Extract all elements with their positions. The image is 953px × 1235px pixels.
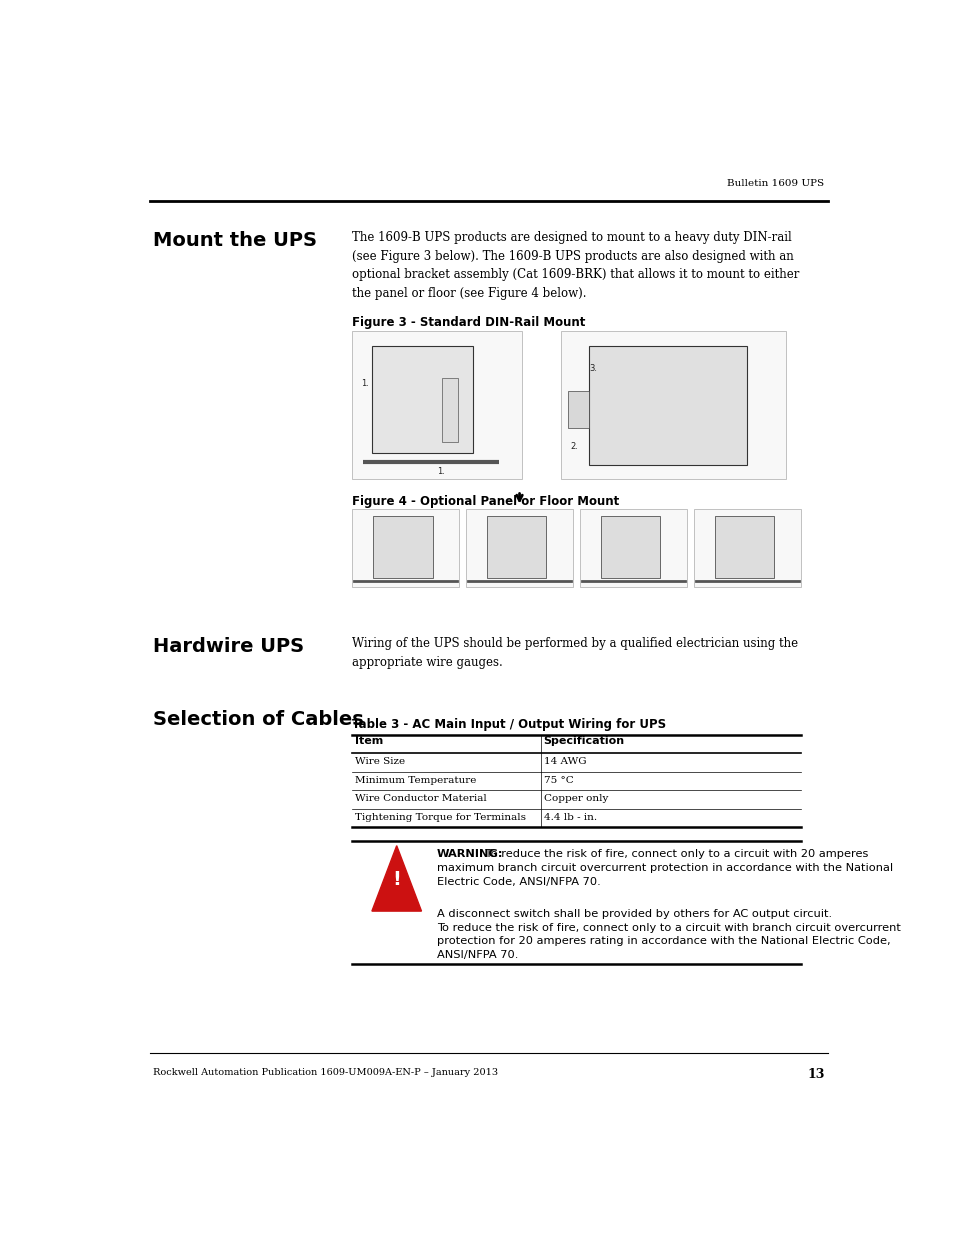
FancyBboxPatch shape	[579, 509, 686, 587]
FancyBboxPatch shape	[560, 331, 785, 479]
Text: To reduce the risk of fire, connect only to a circuit with 20 amperes: To reduce the risk of fire, connect only…	[481, 848, 867, 858]
Polygon shape	[372, 846, 421, 911]
Text: Wire Conductor Material: Wire Conductor Material	[355, 794, 486, 803]
Text: A disconnect switch shall be provided by others for AC output circuit.
To reduce: A disconnect switch shall be provided by…	[436, 909, 900, 960]
Text: 3.: 3.	[589, 364, 597, 373]
Text: maximum branch circuit overcurrent protection in accordance with the National: maximum branch circuit overcurrent prote…	[436, 863, 892, 873]
Text: Figure 3 - Standard DIN-Rail Mount: Figure 3 - Standard DIN-Rail Mount	[352, 316, 584, 329]
Text: 13: 13	[806, 1068, 823, 1082]
FancyBboxPatch shape	[442, 378, 457, 442]
Text: Minimum Temperature: Minimum Temperature	[355, 776, 476, 784]
Text: Item: Item	[355, 736, 383, 746]
FancyBboxPatch shape	[352, 509, 459, 587]
Text: Wiring of the UPS should be performed by a qualified electrician using the
appro: Wiring of the UPS should be performed by…	[352, 637, 797, 668]
Text: Rockwell Automation Publication 1609-UM009A-EN-P – January 2013: Rockwell Automation Publication 1609-UM0…	[153, 1068, 498, 1077]
FancyBboxPatch shape	[465, 509, 573, 587]
FancyBboxPatch shape	[487, 516, 546, 578]
FancyBboxPatch shape	[693, 509, 801, 587]
Text: !: !	[392, 871, 400, 889]
Text: Copper only: Copper only	[543, 794, 607, 803]
FancyBboxPatch shape	[352, 331, 521, 479]
Text: Selection of Cables: Selection of Cables	[153, 710, 364, 730]
Text: The 1609-B UPS products are designed to mount to a heavy duty DIN-rail
(see Figu: The 1609-B UPS products are designed to …	[352, 231, 799, 300]
FancyBboxPatch shape	[600, 516, 659, 578]
Text: Mount the UPS: Mount the UPS	[153, 231, 317, 251]
FancyBboxPatch shape	[372, 346, 473, 453]
Text: Specification: Specification	[543, 736, 624, 746]
Text: Hardwire UPS: Hardwire UPS	[153, 637, 304, 656]
FancyBboxPatch shape	[589, 346, 746, 464]
Text: 75 °C: 75 °C	[543, 776, 573, 784]
FancyBboxPatch shape	[373, 516, 432, 578]
FancyBboxPatch shape	[568, 390, 589, 427]
Text: Wire Size: Wire Size	[355, 757, 405, 766]
Text: Figure 4 - Optional Panel or Floor Mount: Figure 4 - Optional Panel or Floor Mount	[352, 495, 618, 508]
Text: 1.: 1.	[436, 468, 444, 477]
Text: Tightening Torque for Terminals: Tightening Torque for Terminals	[355, 813, 525, 821]
FancyBboxPatch shape	[715, 516, 774, 578]
Text: 4.4 lb - in.: 4.4 lb - in.	[543, 813, 597, 821]
Text: 2.: 2.	[570, 442, 578, 451]
Text: 1.: 1.	[360, 379, 368, 388]
Text: Electric Code, ANSI/NFPA 70.: Electric Code, ANSI/NFPA 70.	[436, 877, 600, 887]
Text: WARNING:: WARNING:	[436, 848, 503, 858]
Text: Table 3 - AC Main Input / Output Wiring for UPS: Table 3 - AC Main Input / Output Wiring …	[352, 718, 665, 731]
Text: 14 AWG: 14 AWG	[543, 757, 586, 766]
Text: Bulletin 1609 UPS: Bulletin 1609 UPS	[726, 179, 823, 188]
